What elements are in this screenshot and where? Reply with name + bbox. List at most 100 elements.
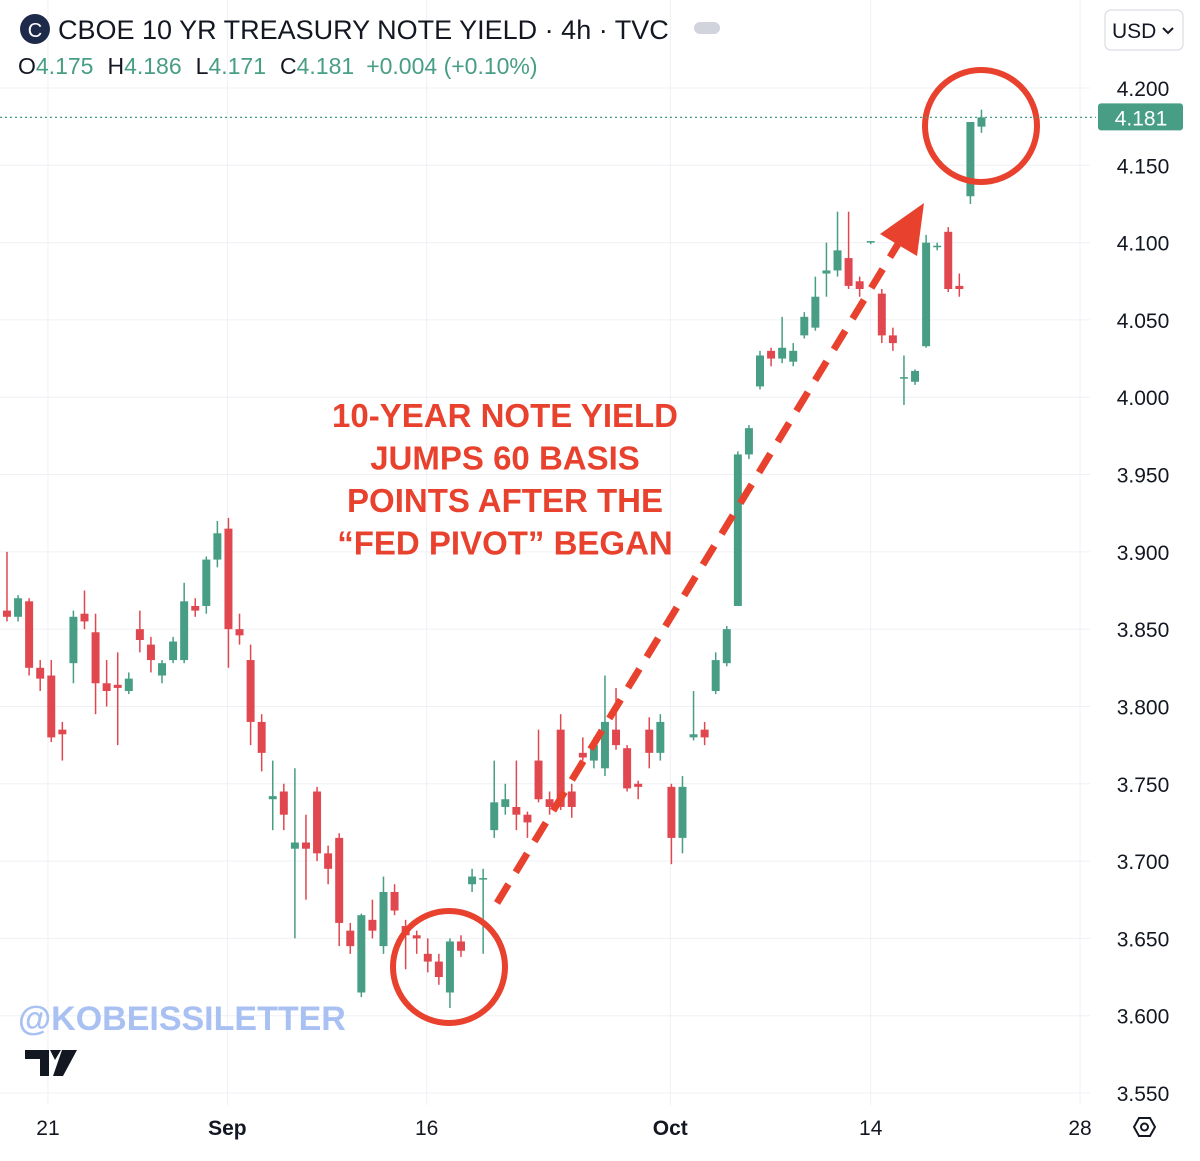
last-price-box: [1098, 103, 1183, 131]
candle-body: [756, 355, 764, 387]
currency-label: USD: [1112, 20, 1156, 43]
candle-body: [445, 941, 454, 993]
candle-body: [645, 729, 654, 753]
y-tick-label: 3.550: [1117, 1083, 1170, 1106]
candle-body: [512, 806, 521, 815]
candle-body: [855, 281, 864, 289]
candle-body: [866, 241, 875, 243]
ohlc-change: +0.004 (+0.10%): [366, 53, 537, 79]
candle-body: [656, 721, 665, 753]
trend-arrowhead: [880, 203, 924, 256]
candle-body: [899, 377, 908, 379]
candle-body: [246, 660, 255, 722]
currency-button[interactable]: [1104, 9, 1184, 51]
candle-body: [113, 684, 122, 688]
ohlc-value: 4.171: [208, 53, 266, 79]
candle-body: [379, 892, 388, 947]
candle-body: [91, 632, 100, 684]
y-tick-label: 3.850: [1117, 619, 1170, 642]
candle-body: [213, 533, 222, 560]
ohlc-legend: O4.175 H4.186 L4.171 C4.181 +0.004 (+0.10%): [18, 53, 538, 79]
candle-body: [235, 629, 244, 636]
candle-body: [135, 629, 144, 640]
highlight-circle: [390, 908, 508, 1026]
y-tick-label: 4.050: [1117, 310, 1170, 333]
y-tick-label: 3.700: [1117, 851, 1170, 874]
candle-body: [468, 876, 477, 885]
x-tick-label: 16: [415, 1117, 438, 1140]
candle-body: [877, 293, 886, 336]
watermark: @KOBEISSILETTER: [18, 1000, 346, 1038]
candle-body: [589, 745, 598, 761]
candle-body: [301, 842, 310, 849]
candle-body: [146, 644, 155, 661]
candle-body: [911, 370, 920, 382]
settings-icon[interactable]: [1132, 1117, 1157, 1137]
x-tick-label: 14: [859, 1117, 883, 1140]
collapse-button[interactable]: [694, 22, 720, 34]
x-tick-label: 21: [36, 1117, 59, 1140]
last-price-label: 4.181: [1115, 107, 1168, 130]
candle-body: [623, 748, 632, 789]
currency-chevron: [1162, 27, 1174, 35]
ohlc-key: O: [18, 53, 36, 79]
candle-body: [490, 802, 499, 831]
candle-body: [778, 347, 787, 359]
candles: [2, 109, 986, 1008]
candle-body: [733, 454, 742, 606]
candle-body: [634, 783, 643, 787]
candle-body: [689, 734, 698, 738]
y-tick-label: 3.650: [1117, 928, 1170, 951]
ohlc-value: 4.186: [124, 53, 182, 79]
candle-body: [767, 350, 776, 359]
candle-body: [578, 752, 587, 758]
candle-body: [412, 935, 421, 939]
candle-body: [457, 941, 465, 951]
candle-body: [335, 837, 344, 923]
candle-body: [711, 660, 720, 691]
candle-body: [700, 729, 709, 738]
candle-body: [556, 729, 565, 807]
ohlc-value: 4.181: [297, 53, 355, 79]
trend-arrow: [494, 242, 901, 905]
candle-body: [58, 729, 67, 735]
ohlc-key: H: [107, 53, 124, 79]
x-tick-label: Oct: [653, 1117, 688, 1140]
candle-body: [523, 814, 532, 823]
y-tick-label: 4.150: [1117, 155, 1170, 178]
candle-body: [202, 559, 211, 606]
candle-body: [313, 791, 322, 854]
candle-body: [180, 601, 189, 661]
x-tick-label: Sep: [208, 1117, 247, 1140]
ohlc-key: L: [196, 53, 209, 79]
candle-body: [744, 428, 753, 455]
highlight-circle: [922, 67, 1040, 185]
candle-body: [390, 892, 399, 911]
candle-body: [191, 605, 200, 611]
candle-body: [47, 675, 56, 738]
candle-body: [324, 853, 333, 869]
candle-body: [36, 667, 45, 679]
candle-body: [722, 629, 731, 664]
annotation-text: “FED PIVOT” BEGAN: [337, 525, 673, 562]
candle-body: [534, 760, 543, 800]
annotation-text: POINTS AFTER THE: [347, 482, 663, 519]
symbol-icon-letter: C: [28, 20, 42, 42]
candle-body: [678, 786, 687, 838]
candle-body: [667, 786, 676, 838]
candle-body: [279, 791, 288, 815]
candle-body: [290, 842, 299, 849]
y-tick-label: 3.900: [1117, 542, 1170, 565]
candle-body: [25, 601, 34, 668]
ohlc-value: 4.175: [36, 53, 94, 79]
annotation-text: JUMPS 60 BASIS: [370, 440, 640, 477]
candle-body: [479, 878, 488, 880]
y-tick-label: 4.000: [1117, 387, 1170, 410]
candle-body: [434, 961, 443, 978]
candle-body: [158, 663, 166, 676]
candle-body: [423, 953, 432, 962]
candle-body: [268, 796, 277, 800]
candle-body: [933, 245, 942, 248]
y-tick-label: 3.600: [1117, 1006, 1170, 1029]
